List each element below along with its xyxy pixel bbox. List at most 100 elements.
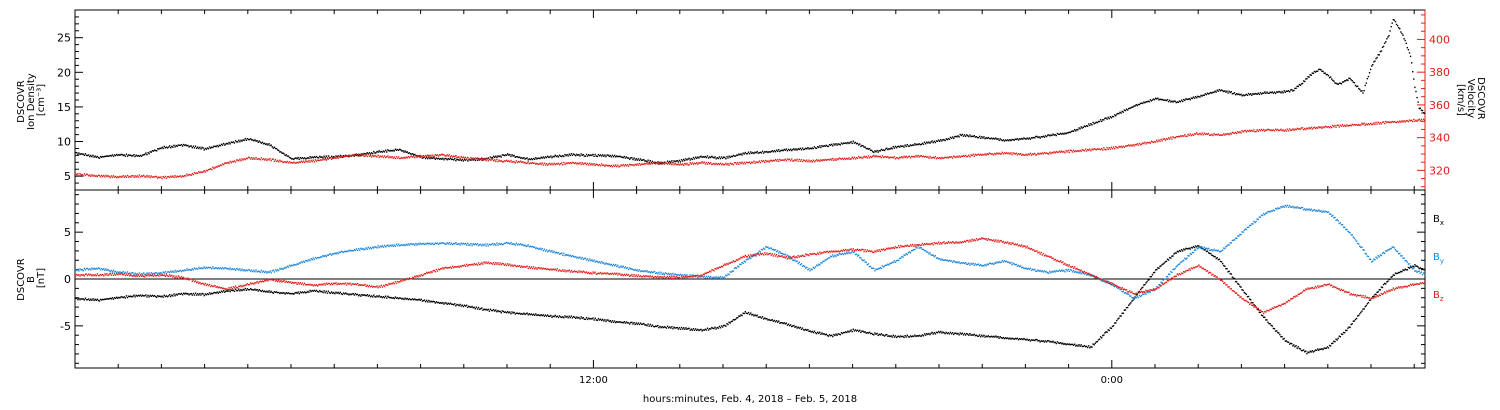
data-point [1283, 130, 1285, 132]
data-point [1324, 125, 1326, 128]
data-point [754, 151, 756, 153]
data-point [1193, 133, 1196, 135]
data-point [1326, 126, 1329, 128]
data-point [130, 176, 132, 178]
data-point [1022, 153, 1024, 156]
data-point [689, 159, 691, 161]
data-point [1083, 344, 1086, 347]
data-point [753, 315, 755, 317]
data-point [1261, 129, 1264, 132]
data-point [478, 243, 481, 246]
data-point [730, 155, 732, 158]
data-point [913, 155, 915, 158]
data-point [822, 145, 824, 148]
data-point [671, 326, 673, 328]
data-point [612, 321, 615, 324]
data-point [678, 327, 681, 329]
data-point [581, 162, 583, 164]
data-point [1420, 118, 1423, 121]
data-point [1196, 132, 1198, 134]
data-point [1063, 269, 1065, 272]
data-point [1169, 99, 1171, 102]
data-point [940, 330, 942, 333]
data-point [124, 271, 127, 274]
data-point [96, 155, 98, 158]
data-point [1313, 126, 1316, 128]
data-point [747, 258, 750, 260]
data-point [883, 156, 886, 158]
data-point [392, 149, 394, 152]
data-point [1376, 56, 1378, 59]
data-point [1314, 71, 1317, 73]
data-point [546, 250, 549, 253]
data-point [1007, 261, 1009, 264]
data-point [441, 242, 443, 244]
data-point [972, 334, 974, 336]
data-point [525, 162, 527, 165]
data-point [1347, 125, 1349, 127]
data-point [689, 162, 691, 164]
data-point [820, 159, 822, 161]
data-point [660, 326, 662, 329]
data-point [659, 162, 661, 164]
data-point [406, 157, 408, 159]
data-point [1031, 268, 1034, 270]
data-point [109, 297, 111, 300]
data-point [797, 148, 799, 150]
data-point [293, 158, 295, 161]
data-point [934, 255, 937, 257]
data-point [702, 276, 704, 278]
data-point [1263, 128, 1265, 131]
data-point [1421, 109, 1424, 112]
data-point [365, 247, 367, 249]
data-point [1192, 245, 1195, 248]
data-point [1129, 295, 1131, 297]
data-point [179, 293, 182, 295]
data-point [1362, 308, 1364, 310]
data-point [591, 259, 593, 261]
data-point [1186, 98, 1188, 100]
data-point [468, 158, 470, 160]
data-point [956, 136, 958, 138]
data-point [1339, 124, 1342, 126]
data-point [109, 271, 111, 273]
data-point [1014, 138, 1016, 140]
data-point [1378, 54, 1380, 56]
data-point [79, 153, 81, 156]
data-point [135, 294, 137, 297]
data-point [478, 158, 481, 160]
data-point [541, 314, 543, 317]
data-point [1197, 245, 1199, 247]
data-point [739, 154, 741, 156]
data-point [706, 327, 709, 329]
data-point [1079, 345, 1081, 347]
data-point [1188, 247, 1190, 249]
data-point [175, 144, 177, 147]
data-point [872, 333, 874, 336]
data-point [1116, 319, 1118, 322]
data-point [673, 164, 675, 166]
data-point [1102, 119, 1104, 121]
data-point [648, 161, 650, 164]
data-point [989, 262, 992, 265]
data-point [1022, 138, 1024, 140]
data-point [1375, 57, 1377, 60]
data-point [621, 156, 623, 158]
data-point [1367, 301, 1370, 304]
data-point [523, 244, 525, 247]
data-point [1172, 255, 1174, 257]
data-point [112, 155, 115, 158]
data-point [694, 163, 697, 165]
data-point [909, 157, 912, 159]
data-point [83, 154, 86, 156]
data-point [212, 166, 214, 168]
data-point [477, 157, 480, 160]
data-point [400, 149, 402, 151]
data-point [464, 159, 467, 161]
data-point [831, 143, 833, 146]
data-point [235, 159, 238, 161]
data-point [920, 154, 923, 157]
data-point [630, 268, 632, 270]
data-point [260, 290, 263, 293]
data-point [640, 163, 643, 165]
